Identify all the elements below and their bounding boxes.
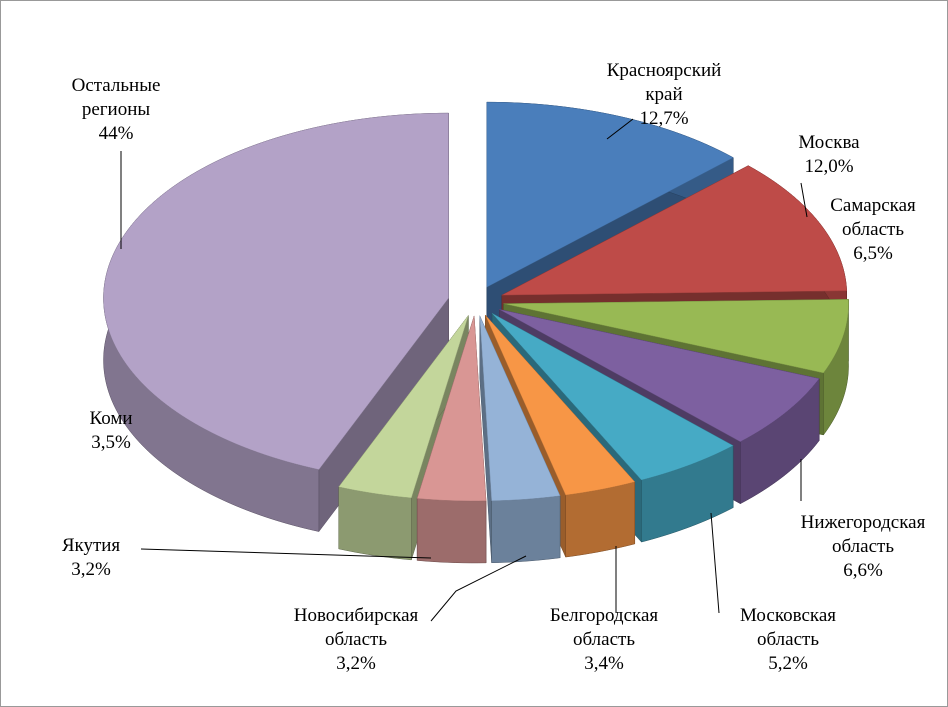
slice-label: Коми 3,5% (89, 407, 132, 455)
slice-label: Самарская область 6,5% (830, 194, 915, 266)
slice-top (103, 112, 449, 470)
leader-line (430, 555, 527, 622)
category-name: Коми (89, 408, 133, 429)
leader-line (710, 512, 720, 614)
slice-label: Якутия 3,2% (62, 534, 120, 582)
leader-line (606, 118, 634, 140)
category-name: Новосибирская область (293, 605, 419, 650)
slice-side (338, 486, 412, 561)
value-label: 12,0% (804, 156, 854, 177)
value-label: 3,2% (71, 559, 111, 580)
slice-top (503, 299, 849, 374)
slice-top (501, 165, 847, 296)
category-name: Белгородская область (549, 605, 659, 650)
category-name: Нижегородская область (800, 512, 926, 557)
value-label: 6,5% (853, 243, 893, 264)
category-name: Остальные регионы (71, 75, 161, 120)
value-label: 12,7% (639, 108, 689, 129)
category-name: Якутия (61, 535, 121, 556)
slice-top (499, 309, 820, 442)
value-label: 6,6% (843, 560, 883, 581)
value-label: 44% (98, 123, 134, 144)
category-name: Красноярский край (606, 60, 722, 105)
slice (416, 315, 487, 564)
category-name: Москва (798, 132, 860, 153)
leader-line (800, 182, 808, 218)
slice-top (486, 101, 734, 288)
value-label: 5,2% (768, 653, 808, 674)
slice-top (491, 313, 734, 481)
slice-label: Московская область 5,2% (740, 604, 836, 676)
slice-top (338, 315, 469, 499)
category-name: Московская область (739, 605, 837, 650)
slice-label: Остальные регионы 44% (72, 74, 161, 146)
slice-top (485, 314, 636, 496)
slice-label: Нижегородская область 6,6% (801, 511, 926, 583)
slice-top (479, 315, 561, 502)
value-label: 3,4% (584, 653, 624, 674)
slice-label: Белгородская область 3,4% (550, 604, 658, 676)
slice-label: Красноярский край 12,7% (607, 59, 722, 131)
value-label: 3,5% (91, 432, 131, 453)
slice (479, 315, 561, 564)
leader-line (140, 548, 432, 559)
category-name: Самарская область (830, 195, 916, 240)
slice-label: Новосибирская область 3,2% (294, 604, 419, 676)
slice-top (416, 315, 487, 502)
value-label: 3,2% (336, 653, 376, 674)
slice-label: Москва 12,0% (798, 131, 859, 179)
slice-side (491, 495, 561, 564)
slice-side (416, 498, 487, 564)
slice (103, 112, 449, 533)
